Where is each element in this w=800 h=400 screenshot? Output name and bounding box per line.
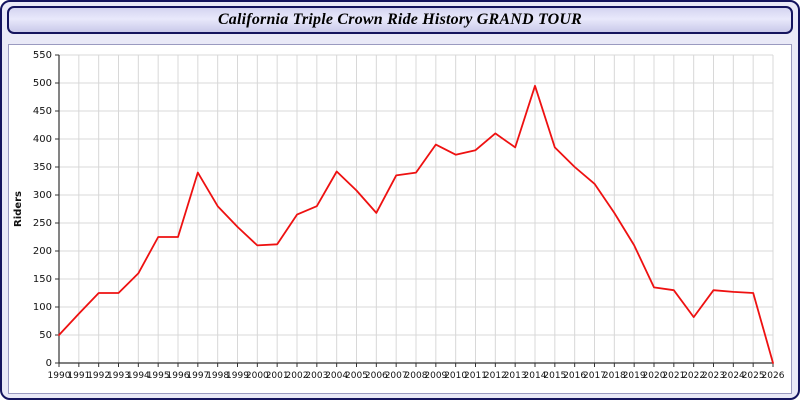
x-tick-label: 2006: [365, 371, 388, 381]
x-tick-label: 2020: [643, 371, 666, 381]
x-tick-label: 2015: [543, 371, 566, 381]
y-tick-label: 200: [33, 246, 52, 257]
x-tick-label: 2016: [563, 371, 586, 381]
y-tick-label: 550: [33, 50, 52, 61]
x-tick-label: 2003: [305, 371, 328, 381]
x-tick-label: 2010: [444, 371, 467, 381]
y-tick-label: 100: [33, 302, 52, 313]
x-tick-label: 2008: [405, 371, 428, 381]
x-tick-label: 2000: [246, 371, 269, 381]
x-tick-label: 2012: [484, 371, 507, 381]
x-tick-label: 1995: [147, 371, 170, 381]
x-tick-label: 2002: [286, 371, 309, 381]
x-tick-label: 2007: [385, 371, 408, 381]
y-tick-label: 50: [39, 330, 52, 341]
x-tick-label: 2025: [742, 371, 765, 381]
x-tick-label: 2018: [603, 371, 626, 381]
x-tick-label: 2014: [524, 371, 547, 381]
riders-series-line: [58, 84, 774, 364]
x-tick-label: 2022: [682, 371, 705, 381]
y-tick-label: 350: [33, 162, 52, 173]
y-axis-title: Riders: [13, 191, 24, 227]
y-tick-label: 400: [33, 134, 52, 145]
x-tick-label: 2019: [623, 371, 646, 381]
y-tick-label: 500: [33, 78, 52, 89]
x-tick-label: 2001: [266, 371, 289, 381]
x-tick-label: 2026: [762, 371, 785, 381]
x-tick-label: 1992: [87, 371, 110, 381]
x-tick-label: 2005: [345, 371, 368, 381]
y-tick-label: 450: [33, 106, 52, 117]
ride-history-line-chart: 0501001502002503003504004505005501990199…: [13, 50, 785, 381]
y-tick-label: 150: [33, 274, 52, 285]
x-tick-label: 1997: [186, 371, 209, 381]
x-tick-label: 2023: [702, 371, 725, 381]
chart-panel: 0 50 100 150 200 250 300 350 400 450 500 550 1990 199…: [8, 44, 792, 394]
y-tick-label: 300: [33, 190, 52, 201]
x-tick-label: 1990: [48, 371, 71, 381]
chart-title: California Triple Crown Ride History GRA…: [217, 11, 583, 28]
x-tick-label: 2024: [722, 371, 745, 381]
x-tick-label: 1996: [167, 371, 190, 381]
x-tick-label: 1999: [226, 371, 249, 381]
chart-title-bar: California Triple Crown Ride History GRA…: [7, 6, 793, 34]
x-tick-label: 1998: [206, 371, 229, 381]
x-tick-label: 2009: [424, 371, 447, 381]
x-tick-label: 1993: [107, 371, 130, 381]
x-tick-label: 2011: [464, 371, 487, 381]
x-tick-label: 2017: [583, 371, 606, 381]
x-tick-label: 1994: [127, 371, 150, 381]
y-tick-label: 250: [33, 218, 52, 229]
y-tick-label: 0: [46, 358, 52, 369]
x-tick-label: 1991: [67, 371, 90, 381]
x-tick-label: 2021: [662, 371, 685, 381]
x-tick-label: 2013: [504, 371, 527, 381]
x-tick-label: 2004: [325, 371, 348, 381]
